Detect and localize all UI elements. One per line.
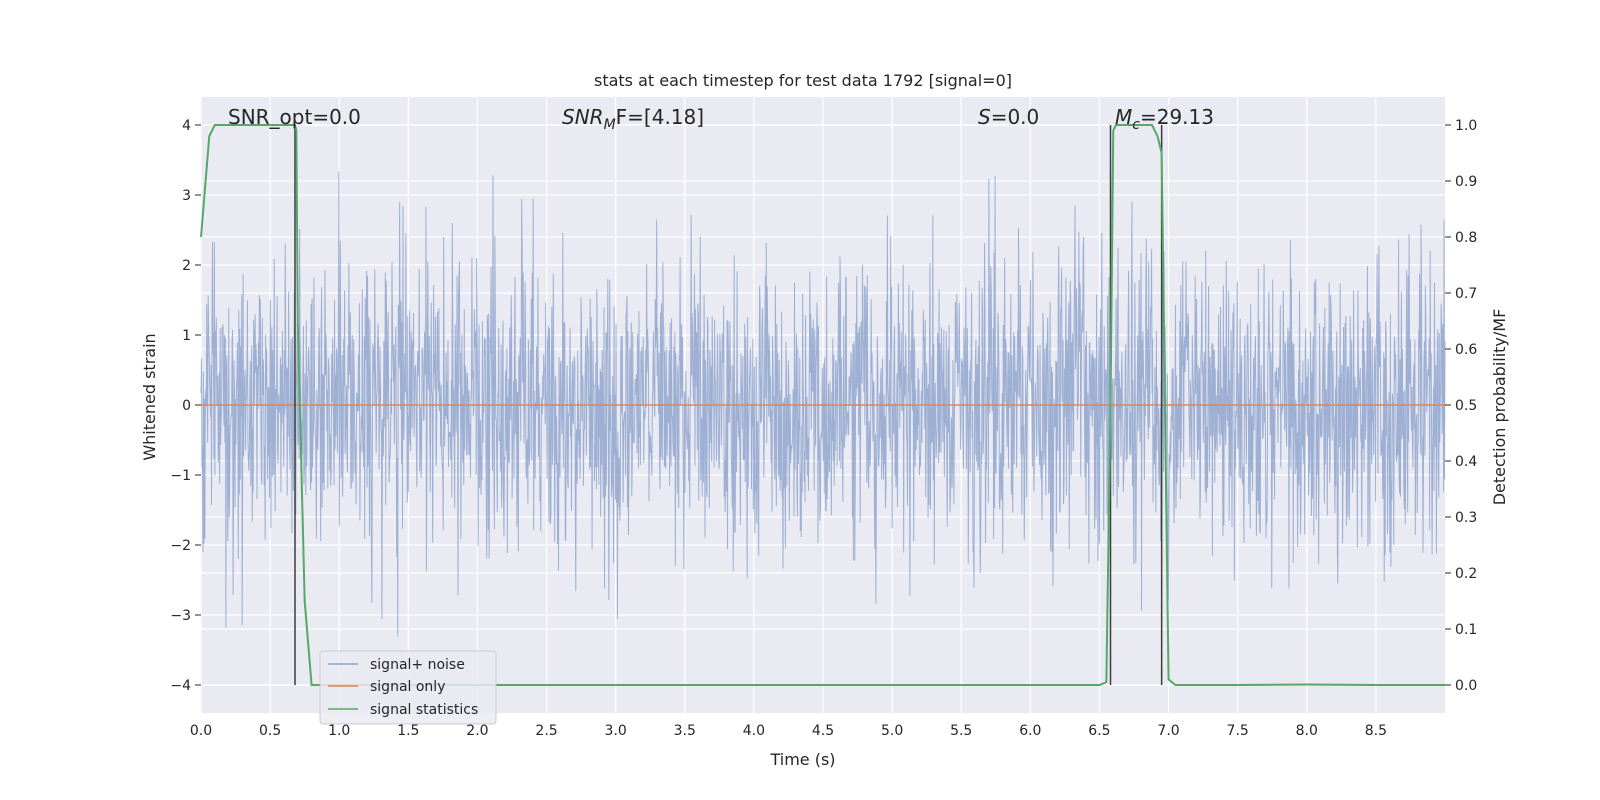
y-left-tick-label: 2 [182,258,191,274]
x-tick-label: 4.5 [812,723,834,739]
series-signal-noise [200,171,1446,637]
y-left-tick-label: 3 [182,188,191,204]
legend: signal+ noise signal only signal statist… [319,650,497,725]
x-tick-label: 5.0 [881,723,903,739]
y-left-tick-label: −4 [170,678,191,694]
x-tick-label: 3.5 [674,723,696,739]
x-tick-label: 5.5 [950,723,972,739]
annotation-snr-mf-base: SNR [562,105,604,129]
y-axis-left-label: Whitened strain [140,333,159,460]
annotation-mc-rest: =29.13 [1140,105,1214,129]
chart-title: stats at each timestep for test data 179… [594,71,1012,90]
legend-label-signal-statistics: signal statistics [370,702,478,718]
x-tick-label: 3.0 [605,723,627,739]
x-tick-label: 7.0 [1157,723,1179,739]
y-right-tick-label: 0.8 [1455,230,1477,246]
y-right-tick-label: 0.9 [1455,174,1477,190]
y-right-tick-label: 0.2 [1455,566,1477,582]
x-tick-label: 2.0 [466,723,488,739]
y-right-tick-label: 0.4 [1455,454,1477,470]
axes: 0.0 0.5 1.0 1.5 2.0 2.5 3.0 3.5 4.0 4.5 5.0 5.5 6.0 6… [170,118,1477,739]
y-right-tick-label: 0.3 [1455,510,1477,526]
x-tick-label: 0.5 [259,723,281,739]
y-left-tick-label: 1 [182,328,191,344]
annotation-mc-sub: c [1132,117,1140,133]
x-axis-label: Time (s) [769,750,835,769]
x-tick-label: 1.5 [397,723,419,739]
annotation-snr-mf: SNRMF=[4.18] [562,105,704,133]
x-tick-label: 6.5 [1088,723,1110,739]
annotation-s-rest: =0.0 [991,105,1040,129]
y-left-tick-label: 4 [182,118,191,134]
y-right-tick-label: 0.5 [1455,398,1477,414]
y-right-tick-label: 0.6 [1455,342,1477,358]
annotation-snr-opt: SNR_opt=0.0 [228,105,361,129]
legend-label-signal-noise: signal+ noise [370,657,465,673]
y-right-tick-label: 0.7 [1455,286,1477,302]
annotation-s-italic: S [978,105,991,129]
annotation-snr-mf-rest: F=[4.18] [616,105,704,129]
y-left-tick-label: −1 [170,468,191,484]
y-left-tick-label: 0 [182,398,191,414]
series-signal-statistics [200,124,1445,686]
x-tick-label: 4.0 [743,723,765,739]
x-tick-label: 6.0 [1019,723,1041,739]
annotation-mc-base: M [1115,105,1132,129]
y-left-tick-label: −2 [170,538,191,554]
legend-label-signal-only: signal only [370,679,445,695]
y-right-tick-label: 0.1 [1455,622,1477,638]
x-tick-label: 2.5 [535,723,557,739]
annotation-s: S=0.0 [978,105,1039,129]
noise-line [200,171,1446,637]
annotation-snr-mf-sub: M [604,117,616,133]
x-tick-label: 7.5 [1227,723,1249,739]
y-right-tick-label: 1.0 [1455,118,1477,134]
y-left-tick-label: −3 [170,608,191,624]
signal-statistics-line [200,124,1445,686]
x-tick-label: 8.5 [1365,723,1387,739]
x-tick-label: 0.0 [190,723,212,739]
y-right-tick-label: 0.0 [1455,678,1477,694]
x-tick-label: 1.0 [328,723,350,739]
y-axis-right-label: Detection probability/MF [1490,309,1509,506]
annotation-mc: Mc=29.13 [1115,105,1214,133]
legend-box [319,650,497,725]
x-tick-label: 8.0 [1296,723,1318,739]
